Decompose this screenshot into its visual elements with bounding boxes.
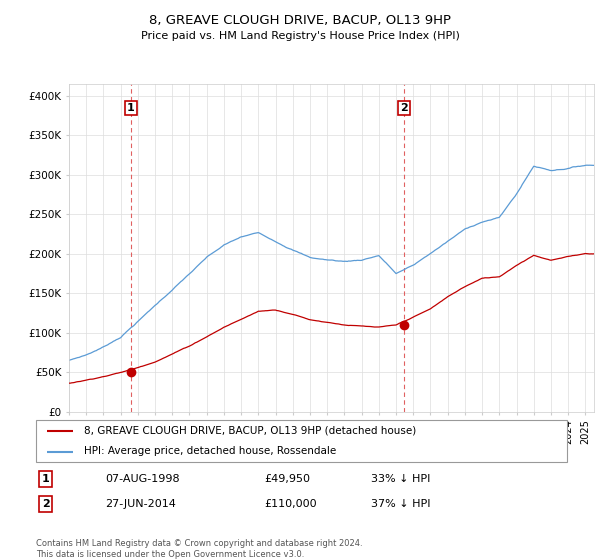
Text: 1: 1 <box>41 474 49 484</box>
Text: 37% ↓ HPI: 37% ↓ HPI <box>371 499 430 509</box>
Text: £49,950: £49,950 <box>265 474 310 484</box>
FancyBboxPatch shape <box>36 420 567 462</box>
Text: 2: 2 <box>400 102 408 113</box>
Text: Price paid vs. HM Land Registry's House Price Index (HPI): Price paid vs. HM Land Registry's House … <box>140 31 460 41</box>
Text: 1: 1 <box>127 102 135 113</box>
Text: 27-JUN-2014: 27-JUN-2014 <box>105 499 176 509</box>
Text: 2: 2 <box>41 499 49 509</box>
Text: 07-AUG-1998: 07-AUG-1998 <box>105 474 179 484</box>
Text: Contains HM Land Registry data © Crown copyright and database right 2024.
This d: Contains HM Land Registry data © Crown c… <box>36 539 362 559</box>
Text: 33% ↓ HPI: 33% ↓ HPI <box>371 474 430 484</box>
Text: 8, GREAVE CLOUGH DRIVE, BACUP, OL13 9HP: 8, GREAVE CLOUGH DRIVE, BACUP, OL13 9HP <box>149 14 451 27</box>
Text: HPI: Average price, detached house, Rossendale: HPI: Average price, detached house, Ross… <box>84 446 336 456</box>
Text: 8, GREAVE CLOUGH DRIVE, BACUP, OL13 9HP (detached house): 8, GREAVE CLOUGH DRIVE, BACUP, OL13 9HP … <box>84 426 416 436</box>
Text: £110,000: £110,000 <box>265 499 317 509</box>
